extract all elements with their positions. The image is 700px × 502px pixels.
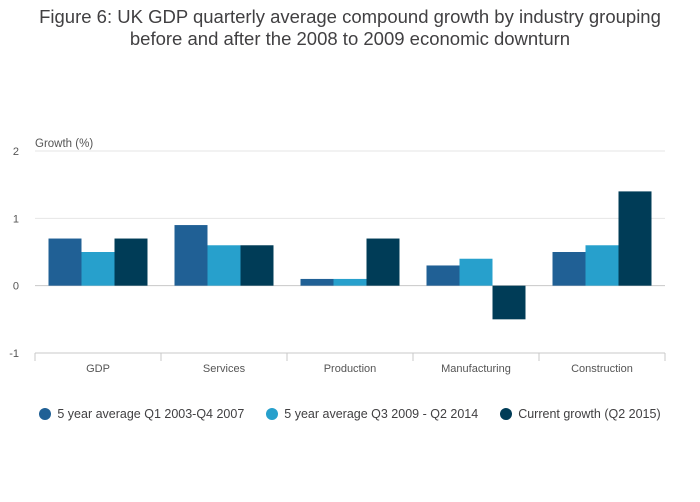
bar-chart: -1 0 1 2 Growth (%) GDP Services Production Manu…	[9, 138, 666, 375]
x-tick-label: Construction	[571, 363, 633, 375]
bar	[48, 238, 82, 286]
x-tick-label: Services	[203, 363, 246, 375]
legend-swatch	[266, 408, 279, 420]
y-tick-label: 0	[13, 281, 19, 293]
legend-item: Current growth (Q2 2015)	[500, 407, 661, 421]
x-tick-label: GDP	[86, 363, 110, 375]
bar	[492, 285, 526, 320]
y-tick-label: -1	[9, 348, 19, 360]
bar	[426, 265, 460, 286]
legend-label: Current growth (Q2 2015)	[518, 407, 661, 421]
bar	[585, 245, 619, 286]
bar	[207, 245, 241, 286]
y-tick-label: 2	[13, 146, 19, 158]
bar	[240, 245, 274, 286]
bar	[81, 252, 115, 286]
chart-title-line-1: Figure 6: UK GDP quarterly average compo…	[39, 6, 661, 27]
y-tick-label: 1	[13, 213, 19, 225]
bar	[114, 238, 148, 286]
legend-label: 5 year average Q3 2009 - Q2 2014	[284, 407, 479, 421]
bar	[333, 278, 367, 286]
bar	[174, 225, 208, 286]
bar	[552, 252, 586, 286]
bar	[300, 278, 334, 286]
bar	[618, 191, 652, 286]
bar	[366, 238, 400, 286]
bar	[459, 258, 493, 286]
legend-item: 5 year average Q1 2003-Q4 2007	[39, 407, 244, 421]
legend-item: 5 year average Q3 2009 - Q2 2014	[266, 407, 478, 421]
legend-swatch	[500, 408, 513, 420]
chart-title-line-2: before and after the 2008 to 2009 econom…	[129, 28, 571, 49]
x-tick-label: Manufacturing	[441, 363, 511, 375]
chart-legend: 5 year average Q1 2003-Q4 2007 5 year ave…	[0, 407, 700, 421]
chart-title: Figure 6: UK GDP quarterly average compo…	[0, 6, 700, 50]
legend-swatch	[39, 408, 52, 420]
legend-label: 5 year average Q1 2003-Q4 2007	[57, 407, 245, 421]
y-axis-label: Growth (%)	[35, 138, 93, 150]
x-tick-label: Production	[324, 363, 377, 375]
